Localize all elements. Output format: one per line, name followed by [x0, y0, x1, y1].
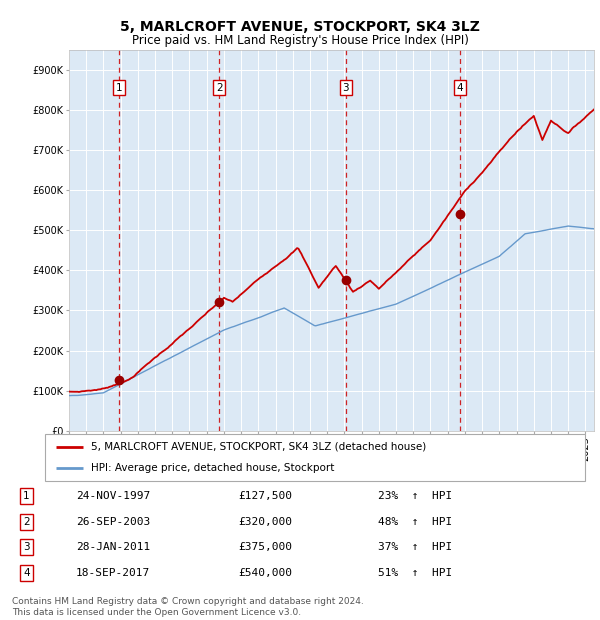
Text: 48%  ↑  HPI: 48% ↑ HPI [378, 517, 452, 527]
Text: 37%  ↑  HPI: 37% ↑ HPI [378, 542, 452, 552]
Text: 51%  ↑  HPI: 51% ↑ HPI [378, 568, 452, 578]
Text: £375,000: £375,000 [238, 542, 292, 552]
Text: 1: 1 [23, 491, 30, 502]
FancyBboxPatch shape [45, 434, 585, 481]
Text: 28-JAN-2011: 28-JAN-2011 [76, 542, 150, 552]
Text: 4: 4 [23, 568, 30, 578]
Text: Price paid vs. HM Land Registry's House Price Index (HPI): Price paid vs. HM Land Registry's House … [131, 34, 469, 47]
Text: 5, MARLCROFT AVENUE, STOCKPORT, SK4 3LZ: 5, MARLCROFT AVENUE, STOCKPORT, SK4 3LZ [120, 20, 480, 34]
Text: 3: 3 [343, 82, 349, 93]
Text: HPI: Average price, detached house, Stockport: HPI: Average price, detached house, Stoc… [91, 463, 334, 473]
Text: £127,500: £127,500 [238, 491, 292, 502]
Text: 23%  ↑  HPI: 23% ↑ HPI [378, 491, 452, 502]
Text: 2: 2 [23, 517, 30, 527]
Text: £540,000: £540,000 [238, 568, 292, 578]
Text: 3: 3 [23, 542, 30, 552]
Text: 2: 2 [216, 82, 223, 93]
Text: 26-SEP-2003: 26-SEP-2003 [76, 517, 150, 527]
Text: 5, MARLCROFT AVENUE, STOCKPORT, SK4 3LZ (detached house): 5, MARLCROFT AVENUE, STOCKPORT, SK4 3LZ … [91, 441, 426, 451]
Text: 18-SEP-2017: 18-SEP-2017 [76, 568, 150, 578]
Text: 1: 1 [116, 82, 122, 93]
Text: Contains HM Land Registry data © Crown copyright and database right 2024.
This d: Contains HM Land Registry data © Crown c… [12, 598, 364, 617]
Text: 24-NOV-1997: 24-NOV-1997 [76, 491, 150, 502]
Text: 4: 4 [457, 82, 463, 93]
Text: £320,000: £320,000 [238, 517, 292, 527]
